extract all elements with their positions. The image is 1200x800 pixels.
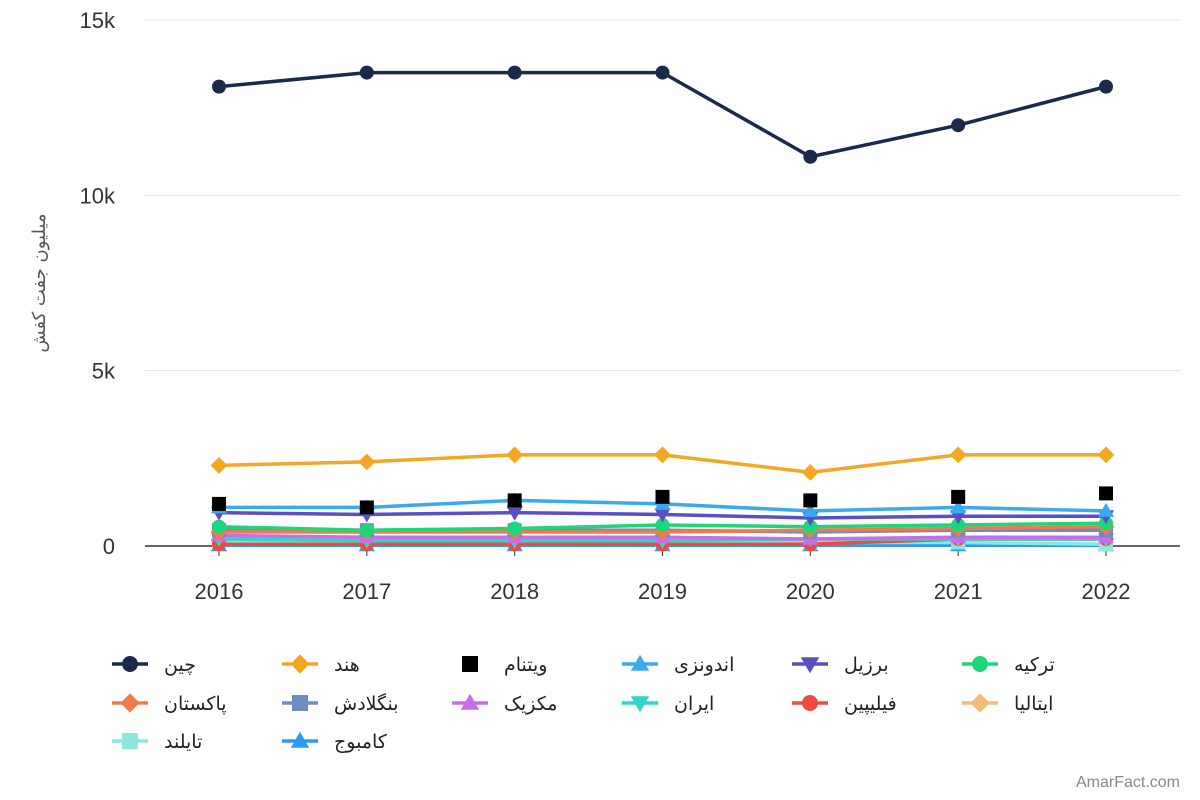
x-tick-label: 2016 [195,579,244,604]
legend-item[interactable]: تایلند [112,731,202,753]
legend-item[interactable]: پاکستان [112,693,227,715]
legend-label: تایلند [164,731,202,753]
data-point [507,65,522,80]
y-tick-label: 10k [80,183,116,208]
legend-marker [970,693,990,713]
x-tick-label: 2021 [934,579,983,604]
legend-item[interactable]: اندونزی [622,654,734,676]
data-point [1099,486,1113,501]
data-point [1097,502,1115,517]
data-point [210,456,228,474]
watermark: AmarFact.com [1075,774,1180,791]
x-tick-label: 2018 [490,579,539,604]
data-point [1097,446,1115,464]
data-point [654,508,671,523]
legend-label: پاکستان [164,693,227,715]
series-3 [212,486,1113,515]
legend-marker [630,696,650,713]
data-point [802,502,819,517]
legend-marker [122,656,138,672]
y-tick-label: 5k [92,359,116,384]
legend-item[interactable]: مکزیک [452,693,557,715]
legend-label: هند [334,654,360,676]
legend: چین هند ویتنام اندونزی برزیل ترکیه پاکستان بنگل… [112,654,1055,753]
data-point [803,519,818,534]
data-point [950,499,967,514]
y-axis-label: میلیون جفت کفش [29,214,50,353]
x-axis-ticks: 2016 2017 2018 2019 2020 2021 2022 [195,546,1131,604]
legend-label: بنگلادش [334,692,399,715]
legend-marker [120,693,140,713]
legend-marker [460,693,480,710]
legend-marker [290,654,310,674]
legend-label: ترکیه [1014,654,1055,676]
data-point [212,519,226,534]
legend-item[interactable]: ایران [622,693,714,715]
legend-marker [292,695,308,711]
grid [145,19,1180,547]
data-point [801,463,819,481]
data-point [359,523,374,538]
x-tick-label: 2022 [1082,579,1131,604]
data-point [506,506,523,521]
legend-item[interactable]: فیلیپین [792,693,897,715]
data-point [951,489,966,504]
legend-item[interactable]: برزیل [792,654,889,676]
data-point [655,489,670,504]
series-line [218,70,1107,159]
legend-marker [122,733,138,749]
legend-item[interactable]: ترکیه [962,654,1055,676]
data-point [951,517,966,532]
data-point [655,517,670,532]
data-point [212,79,226,94]
legend-marker [630,654,650,671]
data-point [655,65,670,80]
series-2 [210,446,1115,481]
data-point [358,453,376,471]
legend-label: اندونزی [674,654,734,676]
legend-item[interactable]: هند [282,654,360,676]
legend-item[interactable]: ویتنام [462,654,547,676]
y-tick-label: 0 [103,534,115,559]
data-point [359,65,374,80]
legend-marker [972,656,988,672]
legend-marker [800,657,820,674]
legend-label: ایران [674,693,714,715]
legend-label: مکزیک [504,693,557,715]
legend-label: ایتالیا [1014,693,1053,715]
data-point [654,446,671,464]
legend-marker [462,656,478,672]
data-point [950,510,967,525]
data-point [1099,79,1113,94]
legend-label: فیلیپین [844,693,897,715]
data-point [803,493,818,508]
data-point [507,493,522,508]
data-point [951,118,966,133]
data-point [949,446,967,464]
legend-label: برزیل [844,654,889,676]
y-axis-ticks: 0 5k 10k 15k [80,8,116,559]
legend-item[interactable]: ایتالیا [962,693,1053,715]
legend-marker [290,731,310,748]
x-tick-label: 2017 [342,579,391,604]
legend-label: کامبوج [334,731,388,753]
legend-item[interactable]: کامبوج [282,731,388,753]
legend-item[interactable]: بنگلادش [282,692,399,715]
legend-item[interactable]: چین [112,654,196,676]
x-tick-label: 2019 [638,579,687,604]
series [210,65,1115,552]
data-point [359,500,374,515]
legend-label: چین [164,654,196,676]
x-tick-label: 2020 [786,579,835,604]
legend-marker [802,695,818,711]
series-1 [212,65,1113,164]
data-point [507,521,522,536]
data-point [506,446,524,464]
data-point [803,149,818,164]
legend-label: ویتنام [504,654,547,676]
data-point [212,496,226,511]
y-tick-label: 15k [80,8,116,33]
